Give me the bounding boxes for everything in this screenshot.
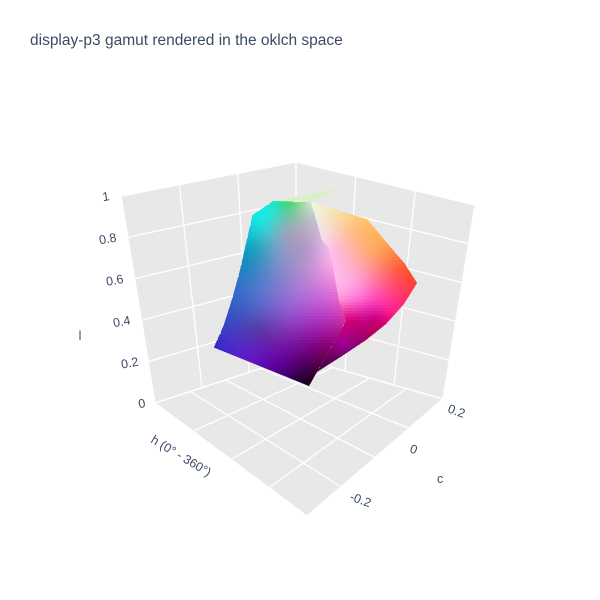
svg-text:1: 1 [101,189,110,204]
svg-text:c: c [437,472,443,486]
svg-text:0: 0 [408,442,419,458]
svg-text:-0.2: -0.2 [348,490,373,511]
svg-text:0.2: 0.2 [120,355,140,372]
svg-text:0.4: 0.4 [112,313,132,330]
svg-text:0: 0 [137,396,146,411]
svg-text:0.2: 0.2 [446,402,467,421]
svg-text:l: l [79,329,82,343]
svg-text:0.6: 0.6 [105,272,125,289]
svg-text:0.8: 0.8 [98,231,118,248]
